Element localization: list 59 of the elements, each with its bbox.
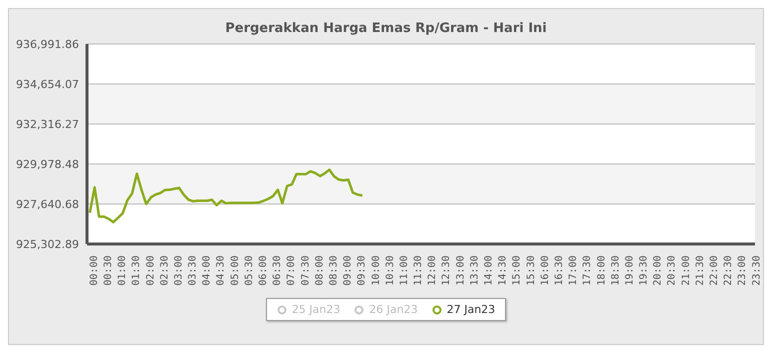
- x-tick-label: 01:30: [131, 256, 142, 286]
- x-tick-label: 06:30: [272, 256, 284, 286]
- x-tick-label: 20:00: [652, 256, 664, 286]
- x-tick-label: 02:30: [159, 256, 170, 286]
- x-tick-label: 21:30: [694, 256, 706, 286]
- y-tick-label: 925,302.89: [16, 238, 79, 251]
- x-tick-label: 18:00: [596, 256, 608, 286]
- chart-title: Pergerakkan Harga Emas Rp/Gram - Hari Ini: [224, 20, 548, 36]
- x-tick-label: 03:00: [173, 256, 184, 286]
- x-tick-label: 12:30: [441, 256, 452, 286]
- x-tick-label: 16:30: [554, 256, 565, 286]
- x-tick-label: 14:00: [484, 256, 495, 286]
- x-tick-label: 17:30: [582, 256, 594, 286]
- x-tick-label: 15:30: [526, 256, 537, 286]
- x-tick-label: 22:00: [709, 256, 720, 286]
- x-tick-label: 13:30: [469, 256, 480, 286]
- legend-label: 26 Jan23: [369, 303, 418, 316]
- y-tick-label: 934,654.07: [16, 78, 79, 91]
- x-tick-label: 23:00: [737, 256, 748, 286]
- y-tick-label: 932,316.27: [16, 118, 79, 131]
- x-tick-label: 01:00: [117, 256, 128, 286]
- x-tick-label: 09:00: [342, 256, 354, 286]
- x-tick-label: 21:00: [680, 256, 692, 286]
- x-tick-label: 13:00: [455, 256, 466, 286]
- x-tick-label: 11:00: [398, 256, 410, 286]
- x-tick-label: 10:30: [384, 256, 396, 286]
- x-tick-label: 19:30: [638, 256, 650, 286]
- x-tick-label: 18:30: [610, 256, 622, 286]
- x-tick-label: 09:30: [356, 256, 368, 286]
- x-tick-label: 08:30: [328, 256, 340, 286]
- x-tick-label: 15:00: [512, 256, 523, 286]
- x-tick-label: 06:00: [258, 256, 270, 286]
- legend-label: 27 Jan23: [446, 303, 496, 316]
- x-tick-label: 00:00: [88, 256, 100, 286]
- x-tick-label: 05:00: [230, 256, 241, 286]
- y-tick-label: 927,640.68: [16, 198, 79, 211]
- x-tick-label: 20:30: [666, 256, 678, 286]
- x-tick-label: 16:00: [540, 256, 551, 286]
- x-tick-label: 17:00: [568, 256, 580, 286]
- x-tick-label: 22:30: [723, 256, 734, 286]
- x-tick-label: 02:00: [145, 256, 156, 286]
- y-tick-label: 929,978.48: [16, 158, 79, 171]
- legend-label: 25 Jan23: [292, 303, 340, 316]
- x-tick-label: 03:30: [188, 256, 199, 286]
- x-tick-label: 07:00: [286, 256, 298, 286]
- x-tick-label: 07:30: [300, 256, 312, 286]
- x-tick-label: 23:30: [751, 256, 762, 286]
- x-tick-label: 04:00: [202, 256, 213, 286]
- x-tick-label: 19:00: [624, 256, 636, 286]
- x-tick-label: 05:30: [244, 256, 255, 286]
- y-tick-label: 936,991.86: [16, 38, 79, 51]
- x-tick-label: 08:00: [314, 256, 326, 286]
- x-tick-label: 11:30: [413, 256, 424, 286]
- x-tick-label: 04:30: [216, 256, 227, 286]
- x-tick-label: 00:30: [103, 256, 114, 286]
- line-series: [88, 168, 364, 224]
- x-tick-label: 14:30: [498, 256, 509, 286]
- x-tick-label: 12:00: [427, 256, 438, 286]
- x-tick-label: 10:00: [370, 256, 382, 286]
